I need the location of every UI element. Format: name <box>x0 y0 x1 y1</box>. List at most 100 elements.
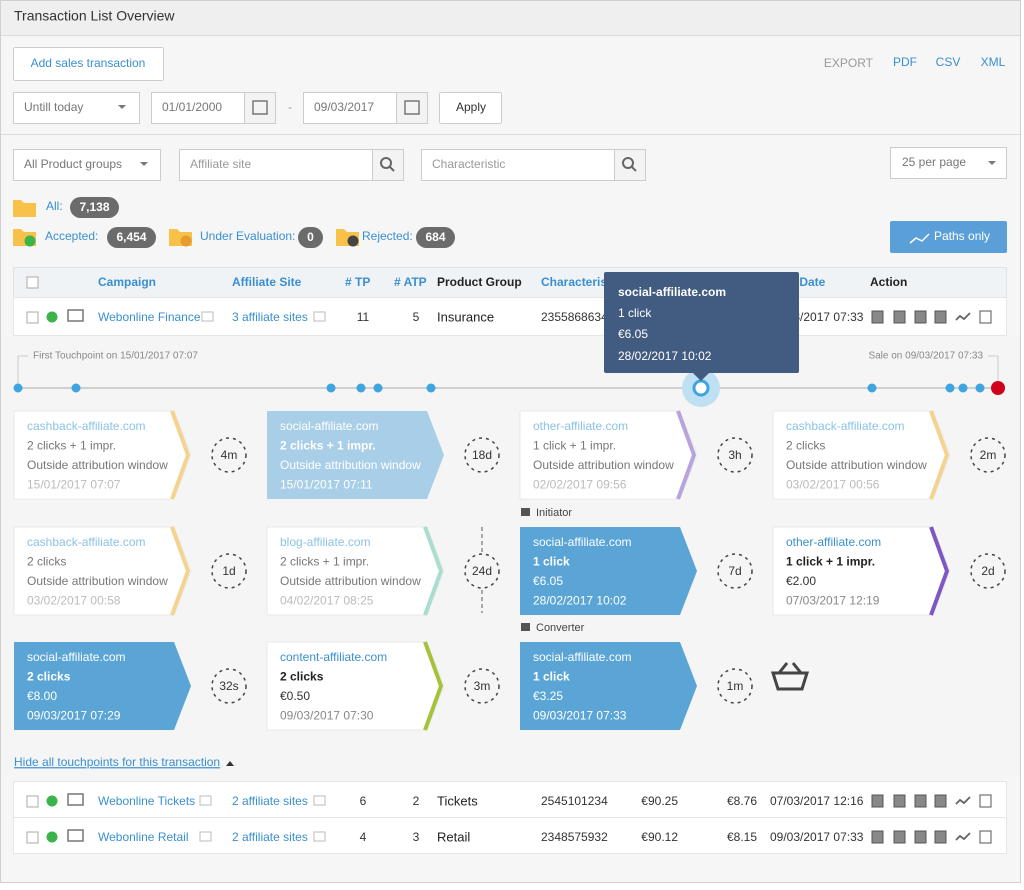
card-site[interactable]: other-affiliate.com <box>786 535 881 549</box>
action-icon[interactable] <box>955 796 971 805</box>
touchpoint-card[interactable]: cashback-affiliate.com 2 clicks + 1 impr.… <box>13 410 247 500</box>
card-shape <box>520 527 697 615</box>
action-icon[interactable] <box>955 832 971 841</box>
card-info: €8.00 <box>27 689 57 703</box>
column-header[interactable]: Characteristic <box>541 275 621 289</box>
status-label[interactable]: All: <box>46 199 63 213</box>
range-text[interactable]: Untill today <box>24 100 83 114</box>
product-text[interactable]: All Product groups <box>24 157 122 171</box>
to-text[interactable]: 09/03/2017 <box>314 100 374 114</box>
cell[interactable]: 3 affiliate sites <box>232 310 308 324</box>
card-info: €6.05 <box>533 574 563 588</box>
cell[interactable]: 2 affiliate sites <box>232 830 308 844</box>
range-select[interactable] <box>13 92 140 124</box>
timeline-dots[interactable] <box>13 383 985 393</box>
cell[interactable]: Webonline Retail <box>98 830 189 844</box>
touchpoint-card[interactable]: social-affiliate.com 2 clicks + 1 impr. Ou… <box>267 411 500 499</box>
action-icon[interactable] <box>955 312 971 321</box>
touchpoint-card[interactable]: social-affiliate.com 2 clicks €8.00 09/03/2… <box>14 642 247 730</box>
column-header[interactable]: Affiliate Site <box>232 275 302 289</box>
row-checkbox[interactable] <box>26 831 39 844</box>
row-checkbox[interactable] <box>26 795 39 808</box>
sale-dot[interactable] <box>991 381 1005 395</box>
card-site[interactable]: cashback-affiliate.com <box>786 419 905 433</box>
apply-label[interactable]: Apply <box>456 100 486 114</box>
device-icon <box>67 793 84 806</box>
tooltip-amount: €6.05 <box>618 327 648 341</box>
action-icon[interactable] <box>934 794 947 808</box>
card-info: €2.00 <box>786 574 816 588</box>
touchpoint-card[interactable]: other-affiliate.com 1 click + 1 impr. Outs… <box>519 410 753 500</box>
action-icon[interactable] <box>893 794 906 808</box>
touchpoint-card[interactable]: other-affiliate.com 1 click + 1 impr. €2.0… <box>772 526 1006 616</box>
action-icon[interactable] <box>914 310 927 324</box>
paths-only-label[interactable]: Paths only <box>934 229 990 243</box>
action-icon[interactable] <box>934 830 947 844</box>
card-site[interactable]: social-affiliate.com <box>280 419 378 433</box>
status-label[interactable]: Accepted: <box>45 229 98 243</box>
hide-touchpoints-link[interactable]: Hide all touchpoints for this transactio… <box>14 755 220 769</box>
card-site[interactable]: blog-affiliate.com <box>280 535 371 549</box>
action-icon[interactable] <box>871 830 884 844</box>
card-shape <box>519 410 698 500</box>
cell: 07/03/2017 12:16 <box>770 794 864 808</box>
status-label[interactable]: Rejected: <box>362 229 413 243</box>
touchpoint-card[interactable]: cashback-affiliate.com 2 clicks Outside at… <box>13 526 247 616</box>
action-icon[interactable] <box>871 794 884 808</box>
selected-dot[interactable] <box>692 379 710 397</box>
action-icon[interactable] <box>914 794 927 808</box>
row-checkbox[interactable] <box>26 311 39 324</box>
card-site[interactable]: other-affiliate.com <box>533 419 628 433</box>
add-button[interactable] <box>13 47 164 81</box>
card-clicks: 2 clicks + 1 impr. <box>280 555 369 569</box>
characteristic-search[interactable] <box>421 149 646 181</box>
action-icon[interactable] <box>871 310 884 324</box>
action-icon[interactable] <box>979 794 992 808</box>
gap-label: 3m <box>474 679 491 693</box>
column-header[interactable]: # ATP <box>394 275 427 289</box>
card-site[interactable]: social-affiliate.com <box>533 650 631 664</box>
card-clicks: 2 clicks + 1 impr. <box>27 439 116 453</box>
card-site[interactable]: cashback-affiliate.com <box>27 419 146 433</box>
paths-only-button[interactable] <box>890 221 1007 253</box>
action-icon[interactable] <box>914 830 927 844</box>
touchpoint-card[interactable]: social-affiliate.com 1 click €6.05 28/02/20… <box>520 507 753 615</box>
action-icon[interactable] <box>979 310 992 324</box>
card-site[interactable]: cashback-affiliate.com <box>27 535 146 549</box>
card-site[interactable]: social-affiliate.com <box>533 535 631 549</box>
add-button-label[interactable]: Add sales transaction <box>31 56 146 70</box>
gap-circle <box>211 668 247 704</box>
export-pdf[interactable]: PDF <box>893 55 917 69</box>
action-icon[interactable] <box>979 830 992 844</box>
action-icon[interactable] <box>934 310 947 324</box>
touchpoint-card[interactable]: social-affiliate.com 1 click €3.25 09/03/20… <box>520 622 753 730</box>
card-shape <box>267 411 444 499</box>
action-icon[interactable] <box>893 830 906 844</box>
site-placeholder[interactable]: Affiliate site <box>190 157 251 171</box>
export-xml[interactable]: XML <box>981 55 1006 69</box>
touchpoint-card[interactable]: content-affiliate.com 2 clicks €0.50 09/03/… <box>266 641 500 731</box>
cell[interactable]: Webonline Tickets <box>98 794 195 808</box>
apply-button[interactable] <box>439 92 502 124</box>
cell[interactable]: Webonline Finance <box>98 310 201 324</box>
per-page-select[interactable] <box>890 147 1007 179</box>
tag-icon <box>521 623 530 631</box>
gap-label: 24d <box>472 564 492 578</box>
characteristic-placeholder[interactable]: Characteristic <box>432 157 505 171</box>
export-csv[interactable]: CSV <box>936 55 961 69</box>
card-site[interactable]: social-affiliate.com <box>27 650 125 664</box>
status-label[interactable]: Under Evaluation: <box>200 229 295 243</box>
card-site[interactable]: content-affiliate.com <box>280 650 387 664</box>
action-icon[interactable] <box>893 310 906 324</box>
column-header[interactable]: # TP <box>345 275 370 289</box>
card-tag: Converter <box>536 622 585 634</box>
touchpoint-card[interactable]: cashback-affiliate.com 2 clicks Outside at… <box>772 410 1006 500</box>
column-header[interactable]: Product Group <box>437 275 522 289</box>
product-select[interactable] <box>13 149 161 181</box>
card-info: €0.50 <box>280 689 310 703</box>
per-page-text[interactable]: 25 per page <box>902 155 966 169</box>
column-header[interactable]: Campaign <box>98 275 156 289</box>
touchpoint-card[interactable]: blog-affiliate.com 2 clicks + 1 impr. Outs… <box>266 526 500 616</box>
from-text[interactable]: 01/01/2000 <box>162 100 222 114</box>
cell[interactable]: 2 affiliate sites <box>232 794 308 808</box>
